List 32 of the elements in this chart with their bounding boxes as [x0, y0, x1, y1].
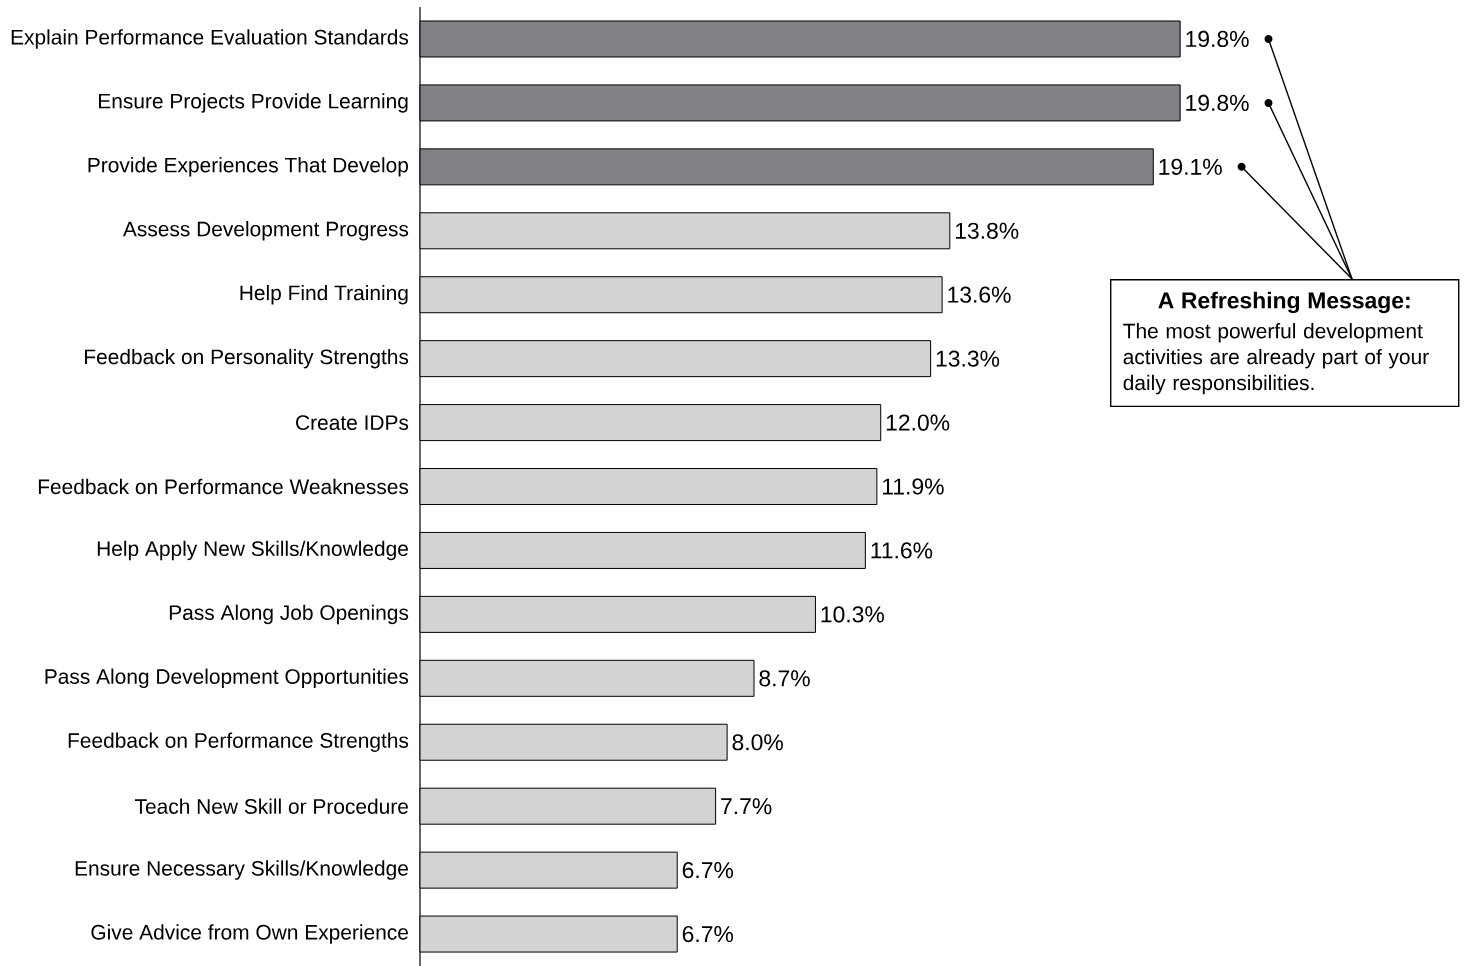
data-label: 13.3%	[936, 350, 1000, 367]
y-tick-label: Assess Development Progress	[122, 221, 409, 241]
y-tick-label: Create IDPs	[296, 415, 409, 430]
y-tick-label: Give Advice from Own Experience	[91, 924, 408, 944]
data-label: 8.7%	[759, 670, 810, 687]
y-tick-label: Ensure Projects Provide Learning	[99, 93, 408, 113]
data-label: 19.8%	[1186, 30, 1249, 48]
y-tick-label: Ensure Necessary Skills/Knowledge	[75, 860, 408, 880]
data-label: 6.7%	[682, 925, 734, 943]
y-tick-label: Feedback on Personality Strengths	[85, 348, 409, 369]
data-label: 19.8%	[1186, 94, 1249, 112]
y-tick-label: Feedback on Performance Strengths	[68, 732, 409, 753]
y-tick-label: Feedback on Performance Weaknesses	[38, 478, 409, 495]
data-label: 10.3%	[821, 606, 884, 623]
y-tick-label: Pass Along Job Openings	[169, 604, 409, 625]
data-label: 13.8%	[955, 222, 1019, 239]
y-tick-label: Teach New Skill or Procedure	[135, 798, 408, 814]
y-tick-label: Pass Along Development Opportunities	[45, 668, 409, 689]
y-tick-label: Help Apply New Skills/Knowledge	[97, 540, 408, 561]
annotation: The most powerful development activities are already part of your daily responsibilities.	[1123, 323, 1429, 395]
data-label: 7.7%	[721, 798, 772, 815]
data-label: 6.7%	[682, 862, 734, 879]
y-tick-label: Explain Performance Evaluation Standards	[11, 29, 409, 49]
data-label: 11.9%	[883, 478, 944, 495]
data-label: 19.1%	[1159, 158, 1222, 175]
annotation: A Refreshing Message:	[1158, 291, 1410, 314]
data-label: 13.6%	[948, 286, 1011, 303]
data-label: 8.0%	[732, 734, 783, 751]
y-tick-label: Help Find Training	[240, 284, 408, 305]
y-tick-label: Provide Experiences That Develop	[88, 157, 409, 177]
data-label: 11.6%	[871, 542, 933, 559]
data-label: 12.0%	[886, 414, 950, 431]
